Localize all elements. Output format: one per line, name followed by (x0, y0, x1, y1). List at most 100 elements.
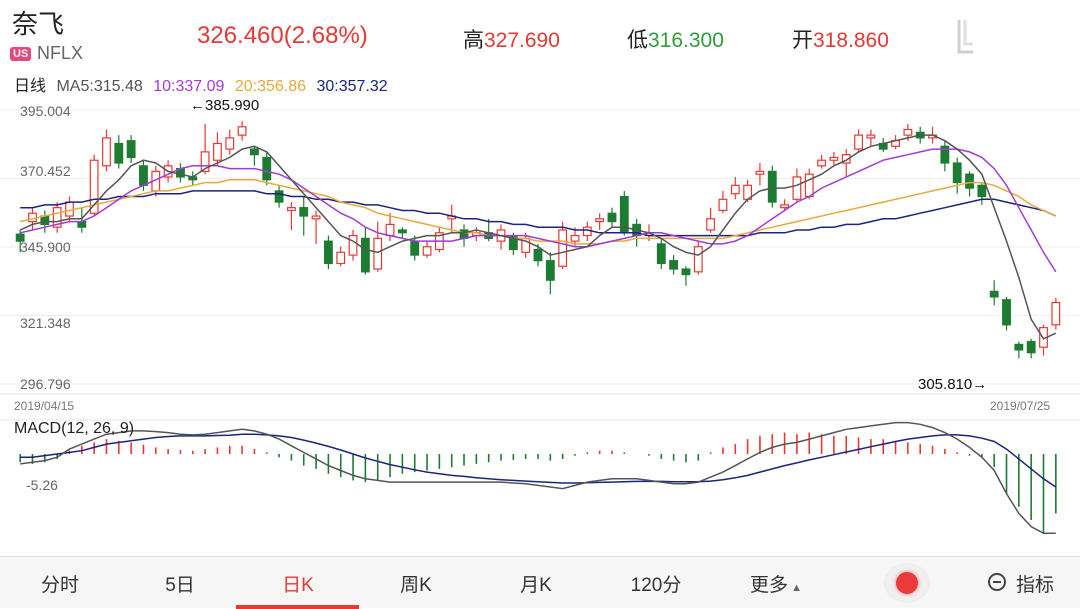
candle-body (274, 190, 284, 203)
candle-body (965, 173, 974, 189)
candle-body (1026, 340, 1036, 354)
macd-axis-label: -5.26 (26, 477, 58, 493)
market-badge: US (10, 47, 32, 61)
candle-body (397, 229, 407, 234)
ma20-label: 20:356.86 (234, 78, 307, 95)
open-label: 开 (792, 29, 813, 52)
ma5-label: MA5:315.48 (56, 78, 143, 95)
max-price-annotation: ←385.990 (190, 97, 259, 114)
y-tick-label: 345.900 (20, 239, 71, 255)
candle-body (65, 201, 74, 217)
record-dot-icon (896, 572, 918, 594)
caret-up-icon: ▲ (788, 582, 802, 594)
tab-more[interactable]: 更多 ▲ (726, 570, 826, 597)
candle-body (558, 229, 568, 267)
candle-body (410, 240, 420, 256)
candle-body (669, 260, 679, 270)
candle-body (767, 170, 777, 203)
tab-5day[interactable]: 5日 (165, 575, 195, 596)
macd-title: MACD(12, 26, 9) (14, 420, 135, 437)
more-label: 更多 (750, 575, 789, 596)
high-label: 高 (463, 29, 484, 52)
candle-body (102, 137, 111, 167)
candle-body (841, 154, 851, 164)
candle-body (286, 207, 296, 212)
candle-body (952, 162, 962, 184)
kline-chart[interactable]: 395.004 370.452 345.900 321.348 296.796 … (0, 92, 1080, 552)
tab-daily-k[interactable]: 日K (282, 575, 314, 596)
candle-body (854, 134, 863, 150)
candle-body (570, 234, 580, 242)
candle-body (385, 223, 395, 237)
candle-body (89, 159, 99, 214)
tab-weekly-k[interactable]: 周K (400, 575, 432, 596)
candle-body (817, 159, 826, 167)
low-stat: 低316.300 (627, 24, 724, 54)
end-date-label: 2019/07/25 (990, 399, 1050, 413)
candle-body (730, 184, 740, 195)
ticker-symbol: NFLX (37, 43, 84, 63)
candle-body (533, 248, 543, 262)
ma30-label: 30:357.32 (316, 78, 388, 95)
record-button[interactable] (884, 563, 930, 603)
y-tick-label: 321.348 (20, 315, 71, 331)
candle-body (1014, 343, 1024, 351)
ma20-line (20, 179, 1057, 245)
quote-header: 奈飞 US NFLX 326.460(2.68%) 高327.690 低316.… (0, 0, 1080, 68)
macd-dea-line (20, 433, 1057, 488)
candle-body (545, 260, 555, 281)
candle-body (299, 207, 309, 217)
tab-120min[interactable]: 120分 (630, 575, 682, 596)
candle-body (237, 126, 247, 136)
high-value: 327.690 (484, 29, 560, 52)
candle-body (200, 151, 210, 172)
ma5-line (19, 134, 1057, 340)
price-change-pct: (2.68%) (283, 22, 368, 49)
indicator-settings-icon[interactable] (988, 573, 1006, 591)
last-price: 326.460(2.68%) (197, 22, 368, 50)
candle-body (977, 184, 987, 198)
candle-body (718, 198, 728, 212)
candle-body (866, 134, 876, 139)
candle-body (262, 156, 272, 181)
macd-dif-line (20, 421, 1056, 534)
open-stat: 开318.860 (792, 24, 889, 54)
stock-name: 奈飞 (12, 9, 65, 39)
candle-body (213, 142, 222, 161)
candle-body (250, 148, 259, 156)
candle-body (77, 221, 87, 228)
landscape-toggle-icon[interactable] (955, 18, 977, 56)
ma30-line (20, 190, 1057, 237)
candle-body (804, 173, 814, 198)
candle-body (52, 207, 62, 228)
candle-body (656, 243, 666, 265)
candle-body (1051, 301, 1061, 326)
candle-body (126, 140, 136, 159)
candle-body (706, 218, 716, 231)
start-date-label: 2019/04/15 (14, 399, 74, 413)
low-value: 316.300 (648, 29, 724, 52)
candle-body (829, 156, 839, 161)
price-value: 326.460 (197, 22, 284, 49)
ma10-line (20, 148, 1057, 273)
high-stat: 高327.690 (463, 24, 560, 54)
tab-intraday[interactable]: 分时 (40, 575, 79, 596)
candle-body (681, 268, 691, 276)
candle-body (1002, 299, 1011, 326)
ma-legend: 日线 MA5:315.48 10:337.09 20:356.86 30:357… (14, 72, 394, 96)
candle-body (693, 246, 703, 273)
candle-body (114, 142, 124, 164)
tab-indicator[interactable]: 指标 (1015, 575, 1054, 596)
candle-body (311, 215, 321, 220)
candle-body (373, 237, 383, 270)
min-price-annotation: 305.810→ (918, 376, 987, 393)
period-label: 日线 (14, 78, 47, 95)
candle-body (15, 233, 25, 242)
candle-body (595, 218, 605, 223)
candle-body (139, 165, 148, 186)
y-tick-label: 296.796 (20, 376, 71, 392)
tab-monthly-k[interactable]: 月K (520, 575, 552, 596)
open-value: 318.860 (813, 29, 889, 52)
candle-body (422, 246, 432, 256)
ma10-label: 10:337.09 (153, 78, 225, 95)
